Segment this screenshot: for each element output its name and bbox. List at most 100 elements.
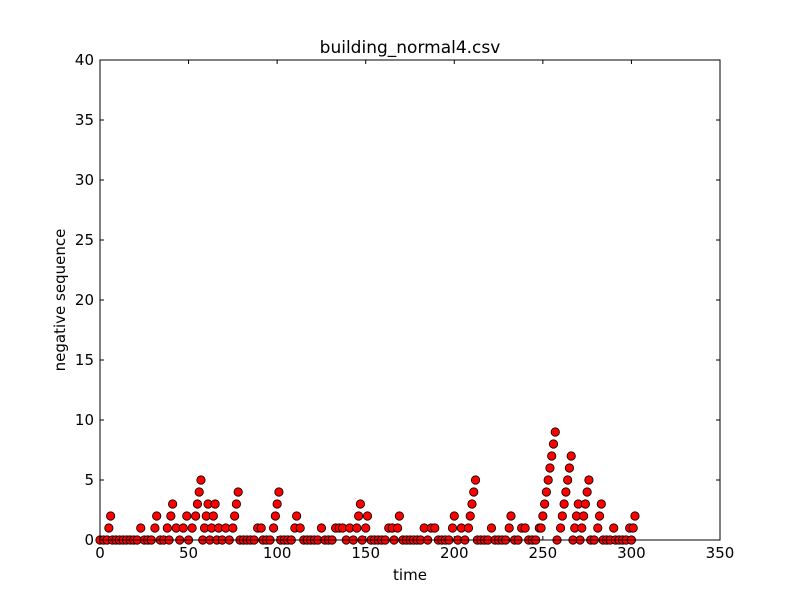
data-point: [550, 427, 560, 437]
data-point: [231, 499, 241, 509]
x-tick-label: 250: [529, 544, 558, 562]
data-point: [316, 523, 327, 533]
data-point: [178, 523, 188, 533]
data-point: [578, 511, 589, 521]
data-point: [584, 475, 594, 485]
y-tick-label: 35: [75, 111, 94, 129]
plot-area: [100, 60, 720, 540]
data-point: [272, 499, 282, 509]
data-point: [352, 523, 362, 533]
data-point: [268, 523, 279, 533]
data-point: [274, 487, 284, 497]
y-tick-label: 20: [75, 291, 94, 309]
data-point: [449, 511, 459, 521]
y-tick-label: 30: [75, 171, 94, 189]
data-point: [191, 511, 201, 521]
data-point: [557, 511, 567, 521]
data-point: [582, 487, 592, 497]
data-point: [233, 487, 243, 497]
y-tick-label: 5: [84, 471, 94, 489]
x-tick-label: 0: [95, 544, 105, 562]
data-point: [210, 499, 220, 509]
data-point: [628, 523, 638, 533]
data-point: [196, 475, 206, 485]
data-point: [609, 523, 619, 533]
x-tick-label: 300: [617, 544, 646, 562]
data-point: [463, 523, 474, 533]
data-point: [470, 475, 481, 485]
y-tick-label: 25: [75, 231, 94, 249]
x-tick-label: 200: [440, 544, 469, 562]
data-point: [564, 463, 575, 473]
data-point: [566, 451, 576, 461]
data-point: [182, 511, 192, 521]
axes-frame: [99, 59, 721, 541]
data-point: [150, 523, 160, 533]
data-point: [295, 523, 305, 533]
y-tick-label: 15: [75, 351, 94, 369]
data-point: [548, 439, 559, 449]
data-point: [596, 499, 606, 509]
data-point: [577, 523, 587, 533]
data-point: [361, 523, 371, 533]
data-point: [555, 523, 566, 533]
x-tick-label: 150: [351, 544, 380, 562]
data-point: [538, 511, 548, 521]
data-point: [152, 511, 162, 521]
data-point: [506, 511, 516, 521]
data-point: [194, 487, 204, 497]
data-point: [256, 523, 266, 533]
chart-title: building_normal4.csv: [320, 38, 501, 58]
data-point: [561, 487, 571, 497]
y-axis-label: negative sequence: [51, 229, 69, 372]
data-point: [270, 511, 280, 521]
y-tick-labels: 0 5 10 15 20 25 30 35 40: [75, 51, 94, 549]
data-point: [543, 475, 553, 485]
data-point: [465, 511, 475, 521]
data-point: [540, 499, 550, 509]
data-point: [166, 511, 176, 521]
x-tick-label: 50: [179, 544, 198, 562]
x-tick-label: 100: [263, 544, 292, 562]
data-point: [187, 523, 197, 533]
data-point: [486, 523, 497, 533]
data-point: [559, 499, 569, 509]
data-point: [541, 487, 552, 497]
data-point: [593, 523, 603, 533]
data-point: [362, 511, 373, 521]
data-point: [594, 511, 605, 521]
data-point: [355, 499, 365, 509]
data-point: [104, 523, 114, 533]
data-point: [580, 499, 590, 509]
x-tick-labels: 0 50 100 150 200 250 300 350: [95, 544, 734, 562]
data-point: [230, 511, 240, 521]
data-point: [168, 499, 178, 509]
data-point: [136, 523, 146, 533]
y-tick-label: 40: [75, 51, 94, 69]
data-point: [106, 511, 116, 521]
data-point: [392, 523, 403, 533]
data-point: [354, 511, 364, 521]
data-point: [292, 511, 302, 521]
data-point: [447, 523, 458, 533]
data-point: [469, 487, 479, 497]
data-point: [520, 523, 530, 533]
data-point: [192, 499, 203, 509]
data-point: [430, 523, 440, 533]
data-point: [547, 451, 557, 461]
x-tick-label: 350: [706, 544, 735, 562]
data-point: [228, 523, 238, 533]
data-point: [467, 499, 477, 509]
data-point: [563, 475, 573, 485]
data-point: [208, 511, 218, 521]
data-point: [162, 523, 172, 533]
y-tick-label: 0: [84, 531, 94, 549]
y-tick-label: 10: [75, 411, 94, 429]
x-axis-label: time: [393, 566, 427, 584]
data-point: [504, 523, 514, 533]
data-point: [536, 523, 546, 533]
data-point: [394, 511, 404, 521]
data-point: [630, 511, 640, 521]
